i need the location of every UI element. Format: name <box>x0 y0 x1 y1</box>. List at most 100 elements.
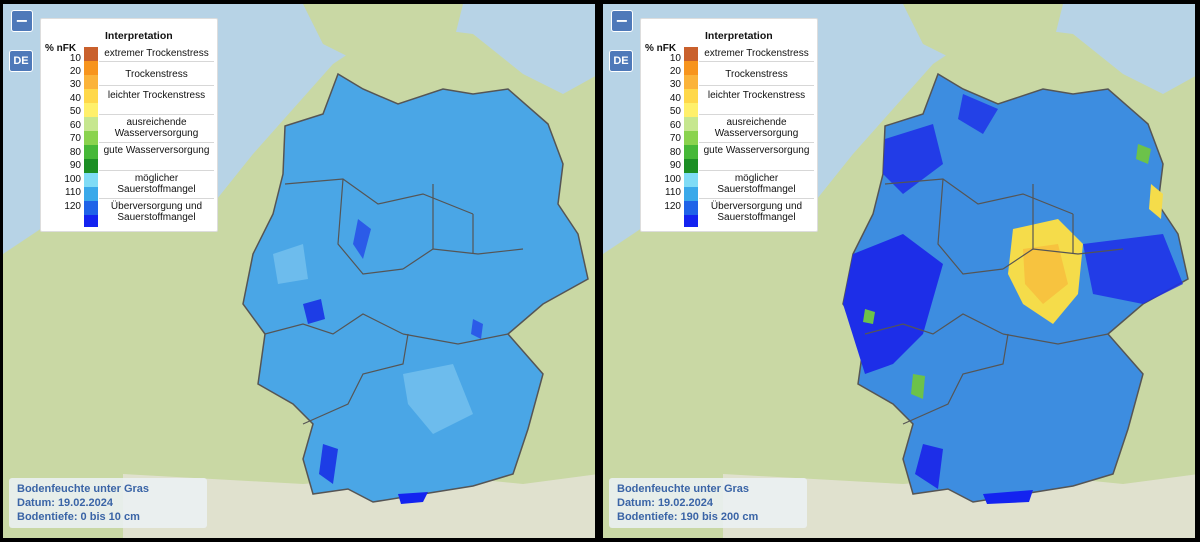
legend-tick: 60 <box>669 120 681 131</box>
legend-label: extremer Trockenstress <box>99 48 214 62</box>
region-de-button[interactable]: DE <box>609 50 633 72</box>
legend-swatch <box>684 61 698 75</box>
zoom-out-button[interactable]: − <box>11 10 33 32</box>
legend-label: möglicher Sauerstoffmangel <box>99 173 214 199</box>
legend-swatch <box>84 103 98 117</box>
legend-title: Interpretation <box>105 30 173 42</box>
caption-depth: Bodentiefe: 190 bis 200 cm <box>617 511 759 523</box>
legend-swatch <box>84 75 98 89</box>
wet-patch <box>319 444 338 484</box>
legend-label: extremer Trockenstress <box>699 48 814 62</box>
legend-swatch <box>84 201 98 215</box>
legend-swatch <box>684 215 698 227</box>
legend-label: Trockenstress <box>99 64 214 86</box>
wet-area <box>915 444 943 489</box>
legend-swatch <box>84 89 98 103</box>
legend-label: Überversorgung und Sauerstoffmangel <box>710 201 803 223</box>
legend-tick: 30 <box>669 79 681 90</box>
map-panel-subsoil[interactable]: − DE Interpretation % nFK 10 20 30 40 50… <box>601 2 1197 540</box>
caption-title: Bodenfeuchte unter Gras <box>617 483 750 495</box>
caption-depth: Bodentiefe: 0 bis 10 cm <box>17 511 140 523</box>
legend-swatch <box>684 201 698 215</box>
region-de-button[interactable]: DE <box>9 50 33 72</box>
state-borders <box>264 178 524 425</box>
adequate-patch <box>1136 144 1151 164</box>
legend-swatch <box>84 117 98 131</box>
legend-tick: 80 <box>69 147 81 158</box>
legend-swatch <box>684 117 698 131</box>
scandinavia-land <box>303 4 463 59</box>
legend-swatch <box>84 131 98 145</box>
wet-area <box>843 234 943 374</box>
legend-tick: 100 <box>64 174 81 185</box>
state-borders <box>864 178 1124 425</box>
legend-title: Interpretation <box>705 30 773 42</box>
legend-swatch <box>684 89 698 103</box>
legend-swatch <box>684 173 698 187</box>
legend-tick: 30 <box>69 79 81 90</box>
alps <box>123 474 595 538</box>
legend-swatch <box>684 75 698 89</box>
legend-swatch <box>684 187 698 201</box>
legend-label: Überversorgung und Sauerstoffmangel <box>110 201 203 223</box>
wet-patch <box>471 319 483 339</box>
scandinavia-land <box>903 4 1063 59</box>
germany-soil-moisture-area <box>242 72 589 503</box>
dry-area-core <box>1023 244 1068 304</box>
map-info-box: Bodenfeuchte unter Gras Datum: 19.02.202… <box>609 478 807 528</box>
legend-tick: 70 <box>69 133 81 144</box>
legend-tick: 90 <box>669 160 681 171</box>
legend-swatch <box>84 173 98 187</box>
legend-label: leichter Trockenstress <box>99 90 214 115</box>
legend-swatch <box>84 61 98 75</box>
legend-tick: 100 <box>664 174 681 185</box>
legend-tick: 80 <box>669 147 681 158</box>
legend-swatch <box>84 187 98 201</box>
dry-area-east <box>1149 184 1163 219</box>
legend-tick: 40 <box>69 93 81 104</box>
map-canvas[interactable] <box>3 4 597 540</box>
legend-tick: 10 <box>669 53 681 64</box>
legend-swatch <box>684 103 698 117</box>
legend-tick: 50 <box>69 106 81 117</box>
legend-tick: 20 <box>669 66 681 77</box>
wet-patch <box>353 219 371 259</box>
legend-swatch <box>684 131 698 145</box>
legend-swatch <box>84 47 98 61</box>
legend: Interpretation % nFK 10 20 30 40 50 60 7… <box>640 18 818 232</box>
legend-label: gute Wasserversorgung <box>699 145 814 171</box>
legend-label: gute Wasserversorgung <box>99 145 214 171</box>
legend-swatch <box>684 159 698 173</box>
map-canvas[interactable] <box>603 4 1197 540</box>
wet-patch <box>303 299 325 324</box>
legend-swatch <box>684 145 698 159</box>
alps <box>723 474 1195 538</box>
legend-tick: 120 <box>64 201 81 212</box>
legend: Interpretation % nFK 10 20 30 40 50 60 7… <box>40 18 218 232</box>
legend-tick: 20 <box>69 66 81 77</box>
legend-unit: % nFK <box>45 43 77 54</box>
legend-tick: 60 <box>69 120 81 131</box>
caption-date: Datum: 19.02.2024 <box>617 497 713 509</box>
wet-area <box>983 490 1033 504</box>
wet-area <box>883 124 943 194</box>
zoom-out-button[interactable]: − <box>611 10 633 32</box>
wet-patch <box>398 492 428 504</box>
legend-tick: 10 <box>69 53 81 64</box>
legend-swatch <box>84 159 98 173</box>
legend-unit: % nFK <box>645 43 677 54</box>
legend-tick: 110 <box>65 187 81 198</box>
legend-tick: 70 <box>669 133 681 144</box>
legend-tick: 40 <box>669 93 681 104</box>
caption-date: Datum: 19.02.2024 <box>17 497 113 509</box>
legend-tick: 50 <box>669 106 681 117</box>
adequate-patch <box>863 309 875 324</box>
map-info-box: Bodenfeuchte unter Gras Datum: 19.02.202… <box>9 478 207 528</box>
legend-tick: 90 <box>69 160 81 171</box>
adequate-patch <box>911 374 925 399</box>
lighter-patch <box>403 364 473 434</box>
wet-area <box>958 94 998 134</box>
map-panel-topsoil[interactable]: − DE Interpretation % nFK 10 20 30 40 50… <box>1 2 597 540</box>
wet-area <box>1083 234 1183 304</box>
legend-swatch <box>84 145 98 159</box>
